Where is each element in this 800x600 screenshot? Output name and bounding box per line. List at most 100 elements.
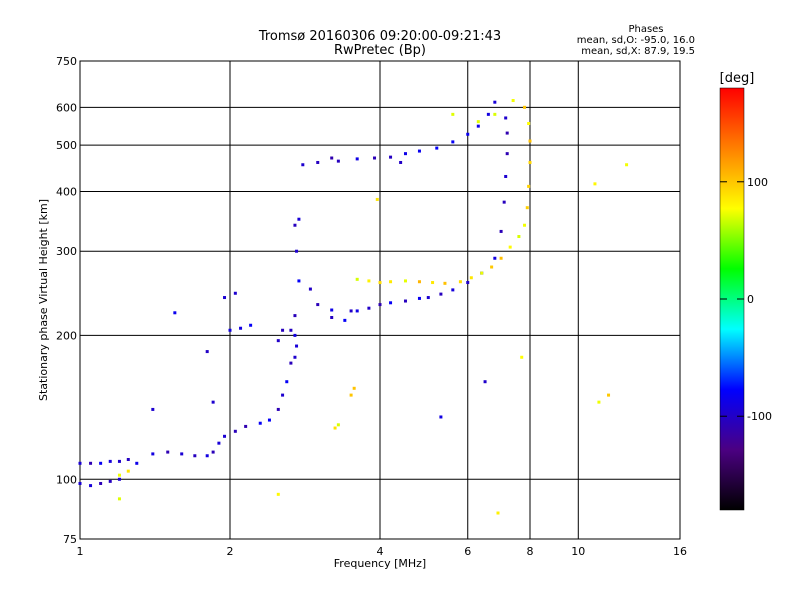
data-point-o (205, 350, 209, 354)
data-point-o (293, 223, 297, 227)
colorbar-tick-label: -100 (747, 410, 772, 423)
data-point-o (355, 157, 359, 161)
data-point-o (173, 311, 177, 315)
data-point-o (316, 160, 320, 164)
data-point-o (223, 434, 227, 438)
y-tick-label: 300 (56, 245, 77, 258)
data-point-o (493, 256, 497, 260)
data-point-x (443, 281, 447, 285)
data-point-x (352, 386, 356, 390)
data-point-o (308, 287, 312, 291)
data-point-x (527, 184, 531, 188)
data-point-o (108, 459, 112, 463)
data-point-o (493, 100, 497, 104)
data-point-x (496, 511, 500, 515)
y-tick-label: 200 (56, 329, 77, 342)
data-point-o (330, 315, 334, 319)
data-point-o (316, 303, 320, 307)
data-point-o (233, 291, 237, 295)
data-point-x (480, 271, 484, 275)
data-point-o (378, 303, 382, 307)
data-point-o (343, 318, 347, 322)
data-point-x (508, 245, 512, 249)
data-point-o (223, 296, 227, 300)
data-point-o (417, 296, 421, 300)
data-point-x (520, 355, 524, 359)
y-tick-label: 400 (56, 185, 77, 198)
x-axis-label: Frequency [MHz] (334, 557, 426, 570)
data-point-x (117, 473, 121, 477)
data-point-o (355, 309, 359, 313)
data-point-o (281, 328, 285, 332)
data-point-o (151, 452, 155, 456)
data-point-o (466, 281, 470, 285)
data-point-o (330, 308, 334, 312)
data-point-x (367, 279, 371, 283)
data-point-o (466, 132, 470, 136)
data-point-x (458, 280, 462, 284)
y-axis-label: Stationary phase Virtual Height [km] (37, 199, 50, 401)
data-point-o (373, 156, 377, 160)
data-point-o (166, 450, 170, 454)
data-point-x (517, 235, 521, 239)
data-point-o (349, 309, 353, 313)
data-point-o (486, 112, 490, 116)
data-point-o (403, 152, 407, 156)
data-point-o (205, 454, 209, 458)
data-point-o (239, 326, 243, 330)
data-point-x (525, 206, 529, 210)
data-point-o (193, 454, 197, 458)
y-tick-label: 75 (63, 533, 77, 546)
data-point-x (389, 280, 393, 284)
data-point-o (285, 380, 289, 384)
data-point-o (426, 296, 430, 300)
data-point-o (233, 429, 237, 433)
data-point-o (297, 217, 301, 221)
data-point-o (330, 156, 334, 160)
data-point-x (528, 139, 532, 143)
data-point-o (295, 344, 299, 348)
x-tick-label: 4 (377, 545, 384, 558)
data-point-x (527, 122, 531, 126)
x-tick-label: 16 (673, 545, 687, 558)
data-point-o (504, 174, 508, 178)
data-point-o (367, 306, 371, 310)
x-tick-label: 2 (227, 545, 234, 558)
data-point-x (523, 105, 527, 109)
data-point-o (301, 163, 305, 167)
data-point-o (399, 160, 403, 164)
data-point-x (451, 112, 455, 116)
data-point-o (217, 441, 221, 445)
chart-subtitle: RwPretec (Bp) (334, 43, 426, 58)
data-point-o (281, 393, 285, 397)
data-point-x (378, 281, 382, 285)
data-point-o (389, 155, 393, 159)
data-point-x (593, 182, 597, 186)
data-point-o (99, 481, 103, 485)
data-point-x (276, 492, 280, 496)
y-tick-label: 500 (56, 139, 77, 152)
colorbar-label: [deg] (720, 71, 755, 86)
data-point-x (607, 393, 611, 397)
data-point-o (504, 116, 508, 120)
data-point-x (528, 160, 532, 164)
colorbar-ticks: 100 0 -100 (720, 176, 772, 423)
data-point-x (417, 280, 421, 284)
data-point-o (228, 328, 232, 332)
data-point-o (403, 299, 407, 303)
x-tick-label: 1 (77, 545, 84, 558)
data-point-o (151, 407, 155, 411)
x-tick-label: 6 (464, 545, 471, 558)
data-point-o (258, 421, 262, 425)
data-point-o (289, 328, 293, 332)
data-point-o (289, 361, 293, 365)
data-point-x (355, 277, 359, 281)
data-point-o (499, 229, 503, 233)
data-point-x (490, 265, 494, 269)
data-point-x (431, 281, 435, 285)
data-point-x (349, 393, 353, 397)
data-point-o (297, 279, 301, 283)
data-point-x (476, 120, 480, 124)
data-point-o (505, 131, 509, 135)
phases-line-x: mean, sd,X: 87.9, 19.5 (581, 46, 695, 57)
